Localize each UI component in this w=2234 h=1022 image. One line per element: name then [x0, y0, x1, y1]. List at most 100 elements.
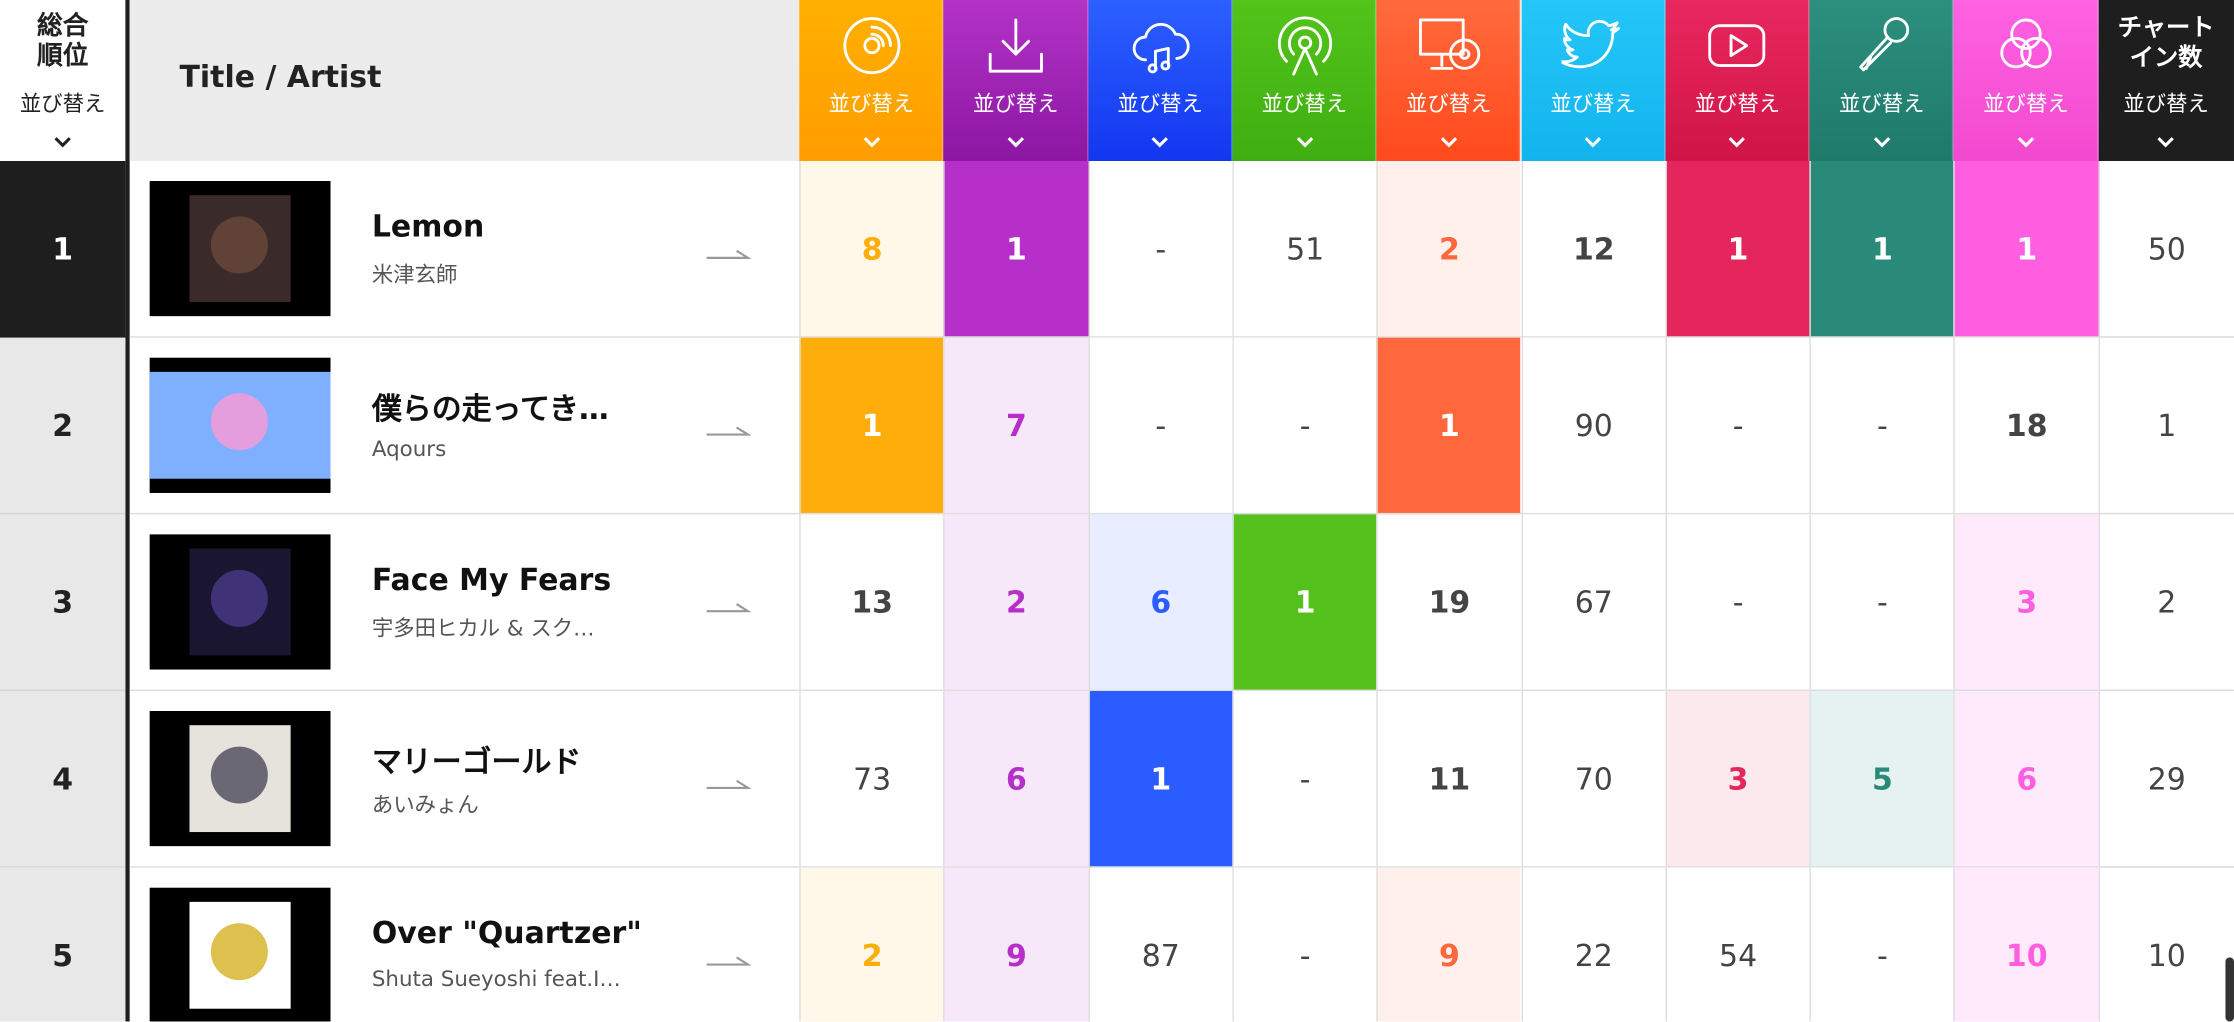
metric-icon: [1558, 14, 1625, 77]
sort-label: 並び替え: [828, 91, 915, 117]
sort-chevron: [1727, 128, 1747, 148]
thumbnail: [149, 357, 331, 493]
chart-in-value: 29: [2098, 690, 2234, 868]
rank-cell-value: 6: [1953, 690, 2099, 868]
song-title[interactable]: 僕らの走ってき…: [371, 391, 609, 426]
rank-cell-value: 1: [1953, 160, 2099, 338]
rank-cell-value: 11: [1376, 690, 1521, 868]
rank-cell-value: 54: [1665, 867, 1810, 1022]
rank-cell-value: 12: [1520, 160, 1666, 338]
trend-arrow: [705, 594, 752, 613]
rank-cell: 1: [0, 160, 126, 338]
sort-header[interactable]: 並び替え: [1665, 0, 1810, 161]
sort-header[interactable]: 並び替え: [1809, 0, 1954, 161]
rank-cell: 5: [0, 867, 126, 1022]
sort-label: 並び替え: [1117, 91, 1203, 117]
chart-in-value: 2: [2098, 514, 2234, 691]
rank-cell-value: -: [1809, 867, 1954, 1022]
rank-cell-value: 1: [799, 337, 944, 515]
rank-cell: 3: [0, 514, 126, 691]
chart-in-value: 10: [2098, 867, 2234, 1022]
song-artist: あいみょん: [371, 792, 479, 818]
rank-cell-value: -: [1087, 160, 1233, 338]
trend-arrow: [705, 417, 752, 436]
rank-cell-value: -: [1232, 867, 1377, 1022]
rank-cell-value: 3: [1953, 514, 2099, 691]
sort-header[interactable]: 並び替え: [799, 0, 944, 161]
trend-arrow: [705, 947, 752, 966]
rank-cell-value: 67: [1520, 514, 1666, 691]
chart-in-value: 50: [2098, 160, 2234, 338]
song-title[interactable]: マリーゴールド: [371, 745, 582, 780]
sort-label: 並び替え: [1261, 91, 1348, 117]
rank-cell-value: 3: [1665, 690, 1810, 868]
sort-chevron: [1872, 128, 1892, 148]
rank-cell-value: 22: [1520, 867, 1666, 1022]
rank-cell-value: 1: [1809, 160, 1954, 338]
sort-label: 並び替え: [1838, 91, 1925, 117]
rank-cell-value: -: [1087, 337, 1233, 515]
rank-cell-value: 7: [943, 337, 1088, 515]
rank-cell-value: 1: [1665, 160, 1810, 338]
rank-cell-value: 73: [799, 690, 944, 868]
sort-header[interactable]: 並び替え: [1376, 0, 1521, 161]
thumbnail: [149, 887, 331, 1022]
title-header-label: Title / Artist: [179, 59, 382, 95]
rank-cell-value: 10: [1953, 867, 2099, 1022]
metric-icon: [1706, 14, 1769, 77]
song-artist: Aqours: [371, 435, 447, 462]
rank-cell-value: -: [1232, 337, 1377, 515]
metric-icon: [1273, 14, 1336, 77]
song-title[interactable]: Lemon: [371, 209, 485, 244]
sort-header[interactable]: 並び替え: [1520, 0, 1666, 161]
sort-header[interactable]: 並び替え: [943, 0, 1088, 161]
rank-cell-value: 9: [943, 867, 1088, 1022]
rank-cell-value: 19: [1376, 514, 1521, 691]
sort-label: 並び替え: [973, 91, 1059, 117]
song-title[interactable]: Over "Quartzer": [371, 916, 642, 951]
rank-cell-value: -: [1809, 514, 1954, 691]
chart-in-label: チャートイン数: [2117, 14, 2215, 73]
rank-header-label: 総合順位: [37, 11, 89, 72]
sort-header[interactable]: 並び替え: [1232, 0, 1377, 161]
rank-cell-value: -: [1665, 514, 1810, 691]
sort-chevron: [53, 128, 73, 148]
sort-label: 並び替え: [1694, 91, 1781, 117]
sort-header[interactable]: 並び替え: [1953, 0, 2099, 161]
sort-chevron: [1439, 128, 1459, 148]
metric-icon: [1417, 14, 1481, 77]
sort-chevron: [1583, 128, 1603, 148]
sort-label: 並び替え: [19, 91, 106, 117]
divider: [125, 0, 130, 1022]
rank-cell-value: -: [1232, 690, 1377, 868]
rank-cell-value: -: [1665, 337, 1810, 515]
rank-cell-value: 9: [1376, 867, 1521, 1022]
rank-cell-value: 6: [1087, 514, 1233, 691]
rank-cell-value: 1: [1376, 337, 1521, 515]
rank-cell: 4: [0, 690, 126, 868]
rank-cell-value: 2: [1376, 160, 1521, 338]
rank-cell-value: 5: [1809, 690, 1954, 868]
rank-cell-value: 87: [1087, 867, 1233, 1022]
sort-chevron: [1006, 128, 1026, 148]
metric-icon: [984, 14, 1047, 77]
song-artist: Shuta Sueyoshi feat.I…: [371, 965, 621, 992]
metric-icon: [1850, 14, 1913, 77]
rank-cell-value: 51: [1232, 160, 1377, 338]
rank-cell-value: 8: [799, 160, 944, 338]
sort-label: 並び替え: [2123, 91, 2209, 117]
song-artist: 宇多田ヒカル & スク…: [371, 615, 595, 642]
sort-chevron: [1150, 128, 1170, 148]
sort-header[interactable]: 並び替え: [1087, 0, 1233, 161]
sort-label: 並び替え: [1983, 91, 2069, 117]
metric-icon: [1995, 14, 2058, 77]
sort-chevron: [861, 128, 881, 148]
song-title[interactable]: Face My Fears: [371, 562, 612, 597]
sort-chevron: [2016, 128, 2036, 148]
rank-header[interactable]: 総合順位 並び替え: [0, 0, 126, 161]
rank-cell-value: 1: [1087, 690, 1233, 868]
rank-cell-value: 1: [943, 160, 1088, 338]
thumbnail: [149, 710, 331, 847]
chart-in-header[interactable]: チャートイン数並び替え: [2098, 0, 2234, 161]
